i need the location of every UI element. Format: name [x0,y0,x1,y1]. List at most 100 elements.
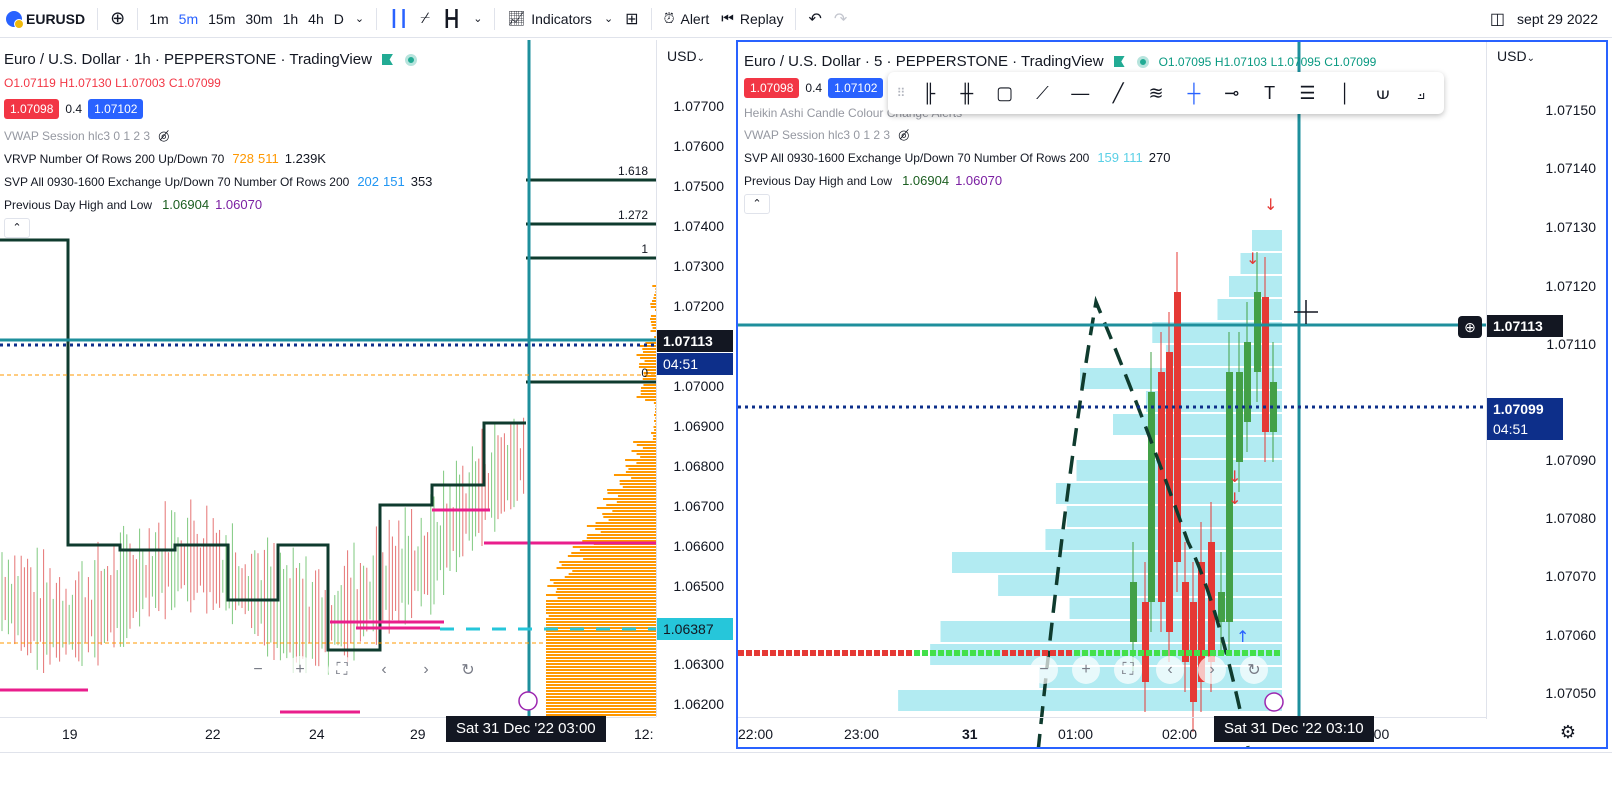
interval-4h[interactable]: 4h [308,10,324,27]
price-label-13: 1.06200 [673,696,724,712]
reset-chart-button[interactable]: ↻ [1240,656,1268,684]
collapse-legend-button[interactable]: ⌃ [744,193,770,214]
session-profile-bar [1252,230,1282,251]
chart-pane-right[interactable]: ↓ ↓ ↓ ↓ ↑ Euro / U.S. Dollar · 5 · PEPPERSTO… [736,40,1608,749]
interval-dropdown-icon[interactable]: ⌄ [354,13,365,25]
indicator-svp[interactable]: SVP All 0930-1600 Exchange Up/Down 70 Nu… [4,174,350,189]
scroll-right-button[interactable]: › [412,656,440,684]
interval-5m[interactable]: 5m [178,10,199,27]
fullscreen-button[interactable]: ⛶ [328,656,356,684]
undo-icon[interactable]: ↶ [808,10,822,28]
price-axis-left[interactable]: USD⌄ 1.07700 1.07600 1.07500 1.07400 1.07300… [656,40,733,717]
chart-canvas-left[interactable]: 1.618 1.272 1 0 [0,40,733,749]
scroll-right-button[interactable]: › [1198,656,1226,684]
zoom-out-button[interactable]: − [1030,656,1058,684]
scroll-left-button[interactable]: ‹ [1156,656,1184,684]
compare-button[interactable]: ⊕ [110,8,126,28]
time-label-3: 01:00 [1058,726,1094,742]
cross-line-icon[interactable]: ┼ [1187,82,1201,103]
indicator-svp[interactable]: SVP All 0930-1600 Exchange Up/Down 70 Nu… [744,150,1090,165]
scroll-left-button[interactable]: ‹ [370,656,398,684]
panel-toggle-icon[interactable]: ◫ [1489,10,1506,28]
buy-button[interactable]: 1.07102 [828,78,884,98]
indicators-dropdown-icon[interactable]: ⌄ [603,13,614,25]
volume-profile-bar [572,570,656,572]
vrvp-up: 728 [232,151,255,166]
horizontal-line-icon[interactable]: ⊸ [1224,82,1240,103]
add-alert-plus-icon[interactable]: ⊕ [1458,316,1482,338]
last-price-tag: 1.07113 [657,330,733,352]
ha-color-dot [826,650,832,656]
fib-retracement-icon[interactable]: ☰ [1299,82,1316,103]
reset-chart-button[interactable]: ↻ [454,656,482,684]
volume-profile-bar [652,438,656,440]
date-label[interactable]: sept 29 2022 [1517,10,1598,27]
ha-color-dot [1266,650,1272,656]
symbol-search[interactable]: EURUSD [0,0,91,38]
interval-1h[interactable]: 1h [282,10,299,27]
drag-handle-icon[interactable]: ⠿ [896,86,906,100]
alert-button[interactable]: ⏰︎ Alert [658,0,716,38]
time-axis-left[interactable]: 19 22 24 29 12: [0,717,656,749]
indicator-vwap[interactable]: VWAP Session hlc3 0 1 2 3 [4,128,151,143]
indicator-vrvp[interactable]: VRVP Number Of Rows 200 Up/Down 70 [4,151,225,166]
buy-button[interactable]: 1.07102 [88,99,144,119]
line-style-icon[interactable]: ⌿ [420,9,430,27]
ha-candle [1218,592,1225,622]
zoom-in-button[interactable]: + [286,656,314,684]
ha-color-dot [922,650,928,656]
interval-15m[interactable]: 15m [208,10,236,27]
candles-icon[interactable]: ┃┃ [389,10,409,28]
rectangle-icon[interactable]: ▢ [996,82,1014,103]
trend-line-icon[interactable]: ╱ [1112,82,1124,103]
path-icon[interactable]: ⟒ [1376,82,1390,103]
interval-1m[interactable]: 1m [149,10,169,27]
trend-angle-icon[interactable]: ⟋ [1036,82,1049,103]
horizontal-ray-icon[interactable]: — [1071,82,1090,103]
volume-profile-bar [654,429,656,431]
brush-icon[interactable]: ⟓ [1416,82,1426,103]
chart-type-dropdown-icon[interactable]: ⌄ [473,13,483,25]
indicator-pdhl[interactable]: Previous Day High and Low [4,197,153,212]
settings-gear-icon[interactable]: ⚙ [1559,722,1576,742]
currency-label[interactable]: USD⌄ [667,48,705,64]
ha-candle [1130,582,1137,642]
ha-color-dot [1090,650,1096,656]
volume-profile-bar [619,480,656,482]
fib-channel-icon[interactable]: ≋ [1148,82,1164,103]
hidden-eye-icon[interactable]: ◎̸ [158,127,170,143]
indicators-button[interactable]: 📈︎ Indicators [501,0,597,38]
indicator-pdhl[interactable]: Previous Day High and Low [744,173,893,188]
zoom-in-button[interactable]: + [1072,656,1100,684]
vertical-line-icon[interactable]: │ [1339,82,1351,103]
collapse-legend-button[interactable]: ⌃ [4,217,30,238]
chart-pane-left[interactable]: 1.618 1.272 1 0 Euro / U.S. Dollar · 1h · P… [0,40,733,749]
hidden-eye-icon[interactable]: ◎̸ [898,126,910,142]
zoom-out-button[interactable]: − [244,656,272,684]
bars-pattern-icon[interactable]: ╟ [922,82,936,103]
interval-30m[interactable]: 30m [245,10,273,27]
price-label-1: 1.07600 [673,138,724,154]
volume-profile-bar [654,414,656,416]
symbol-flag-icon [6,10,24,29]
signal-arrow: ↓ [1264,195,1277,214]
text-icon[interactable]: T [1264,82,1276,103]
fullscreen-button[interactable]: ⛶ [1114,656,1142,684]
chart-canvas-right[interactable]: ↓ ↓ ↓ ↓ ↑ [738,42,1606,747]
indicator-vwap[interactable]: VWAP Session hlc3 0 1 2 3 [744,127,891,142]
sell-button[interactable]: 1.07098 [4,99,60,119]
time-axis-right[interactable]: 22:00 23:00 31 01:00 02:00 4:00 [738,717,1486,747]
price-axis-right[interactable]: USD⌄ 1.07150 1.07140 1.07130 1.07120 1.07110… [1486,42,1606,719]
candles-pattern-icon[interactable]: ╫ [960,82,974,103]
sell-button[interactable]: 1.07098 [744,78,800,98]
interval-D[interactable]: D [333,10,344,27]
bars-style-icon[interactable]: ┣┫ [441,10,462,28]
currency-label[interactable]: USD⌄ [1497,48,1535,64]
volume-profile-bar [546,654,656,656]
redo-icon[interactable]: ↷ [833,10,848,28]
fib-level-label: 1 [641,242,648,256]
volume-profile-bar [583,558,656,560]
replay-button[interactable]: ⏮︎ Replay [715,0,789,38]
layout-grid-icon[interactable]: ⊞ [625,10,639,28]
price-label-0: 1.07700 [673,98,724,114]
